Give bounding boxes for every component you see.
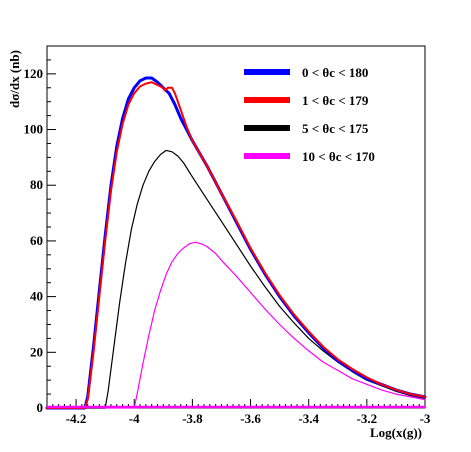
series-layer bbox=[45, 76, 427, 410]
y-axis-label: dσ/dx (nb) bbox=[7, 50, 22, 108]
legend-entry-label: 5 < θc < 175 bbox=[302, 121, 369, 136]
y-tick-label: 60 bbox=[30, 233, 43, 248]
x-tick-label: -4.2 bbox=[66, 411, 87, 426]
x-tick-label: -3.2 bbox=[357, 411, 378, 426]
x-tick-label: -3 bbox=[420, 411, 431, 426]
series-line bbox=[46, 81, 426, 409]
legend: 0 < θc < 180 1 < θc < 179 5 < θc < 175 10 <… bbox=[244, 65, 375, 164]
axes: -4.2 -4 -3.8 -3.6 -3.4 -3.2 -3 0 20 40 60 80 100 120 bbox=[24, 45, 431, 426]
y-tick-label: 100 bbox=[24, 122, 44, 137]
y-tick-label: 0 bbox=[37, 400, 44, 415]
series-line bbox=[46, 241, 426, 409]
series-line bbox=[46, 149, 426, 409]
legend-entry-label: 0 < θc < 180 bbox=[302, 65, 368, 80]
x-axis-label: Log(x(g)) bbox=[370, 425, 422, 440]
x-tick-label: -3.8 bbox=[182, 411, 203, 426]
legend-entry-label: 1 < θc < 179 bbox=[302, 93, 369, 108]
legend-entry-label: 10 < θc < 170 bbox=[302, 149, 375, 164]
y-tick-label: 80 bbox=[30, 177, 43, 192]
x-tick-label: -3.4 bbox=[298, 411, 319, 426]
y-tick-label: 20 bbox=[30, 344, 43, 359]
y-tick-label: 40 bbox=[30, 289, 43, 304]
y-tick-label: 120 bbox=[24, 66, 44, 81]
x-tick-label: -3.6 bbox=[240, 411, 261, 426]
x-tick-label: -4 bbox=[129, 411, 140, 426]
